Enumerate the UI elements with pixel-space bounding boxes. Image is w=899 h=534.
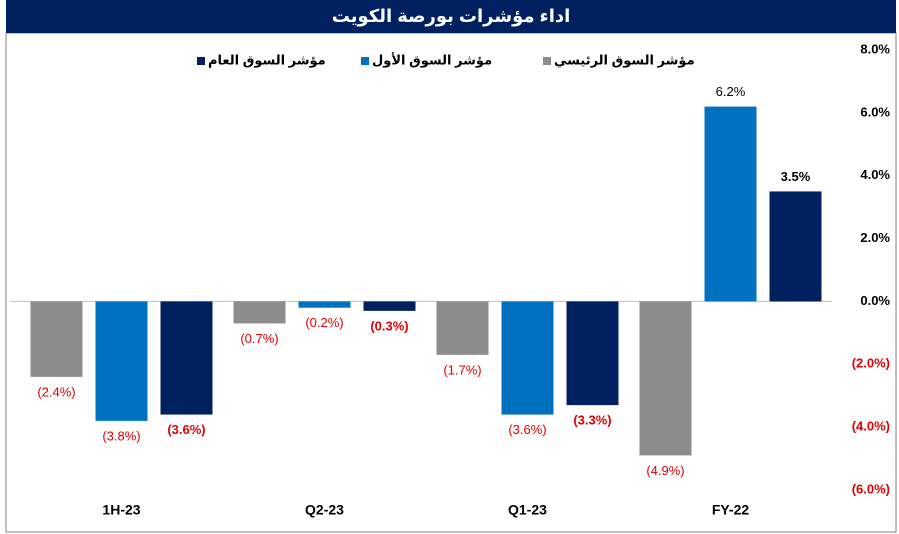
y-tick-label: 0.0% [860,293,890,308]
bar [769,191,822,302]
bar [298,301,351,308]
legend-label: مؤشر السوق الرئيسي [554,52,695,67]
bar [704,106,757,302]
legend-swatch [361,57,369,65]
data-label: (1.7%) [443,362,481,377]
data-label: 3.5% [781,169,811,184]
bar [501,301,554,415]
x-tick-label: Q1-23 [508,502,547,518]
data-label: 6.2% [716,84,746,99]
x-tick-label: 1H-23 [102,502,140,518]
y-tick-label: (2.0%) [852,356,890,371]
bar [363,301,416,311]
y-tick-label: (6.0%) [852,481,890,496]
chart-title: اداء مؤشرات بورصة الكويت [332,6,571,27]
legend-swatch [543,57,551,65]
chart-border [5,32,897,533]
y-tick-label: 8.0% [860,41,890,56]
title-bar [6,0,896,33]
data-label: (0.2%) [305,315,343,330]
y-tick-label: (4.0%) [852,419,890,434]
y-tick-label: 2.0% [860,230,890,245]
legend-label: مؤشر السوق العام [208,52,326,68]
bar [30,301,83,377]
data-label: (3.6%) [508,422,546,437]
bar [160,301,213,415]
y-tick-label: 4.0% [860,167,890,182]
bar [639,301,692,456]
legend-swatch [197,57,205,65]
y-tick-label: 6.0% [860,104,890,119]
bar [95,301,148,421]
data-label: (2.4%) [37,384,75,399]
bar [436,301,489,355]
bar [233,301,286,324]
data-label: (3.6%) [167,422,205,437]
data-label: (4.9%) [646,463,684,478]
data-label: (0.3%) [370,318,408,333]
x-tick-label: Q2-23 [305,502,344,518]
data-label: (0.7%) [240,331,278,346]
data-label: (3.3%) [573,413,611,428]
bar [566,301,619,406]
legend-label: مؤشر السوق الأول [372,51,492,67]
x-tick-label: FY-22 [712,502,750,518]
data-label: (3.8%) [102,428,140,443]
